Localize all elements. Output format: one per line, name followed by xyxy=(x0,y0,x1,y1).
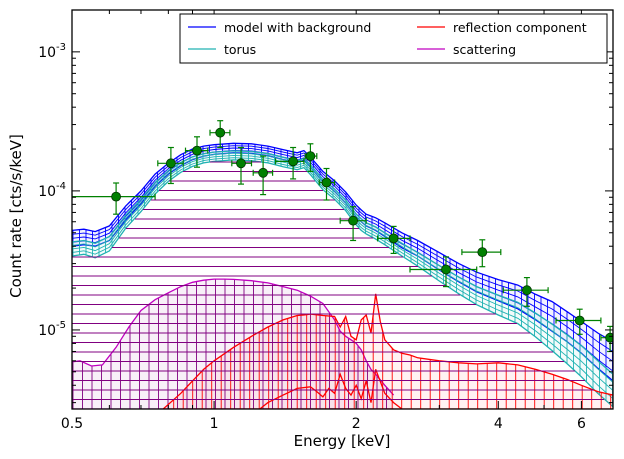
data-marker xyxy=(441,264,451,275)
data-marker xyxy=(236,158,246,169)
y-tick-label: 10-4 xyxy=(38,181,66,200)
data-point xyxy=(555,308,602,335)
reflection-component-lower-curve-series xyxy=(259,369,403,409)
data-point xyxy=(231,146,253,185)
data-point xyxy=(157,146,184,185)
scattering-hatch-grid xyxy=(72,161,604,400)
torus-hatch-horizontal xyxy=(72,157,613,400)
torus-series xyxy=(72,150,613,408)
data-points xyxy=(72,120,613,353)
data-point xyxy=(304,143,318,172)
x-tick-label: 6 xyxy=(577,416,586,432)
axis-tick-labels: 0.5 1 2 4 6 10-5 10-4 10-3 xyxy=(38,42,586,432)
legend-frame xyxy=(179,13,608,64)
data-marker xyxy=(321,177,332,188)
data-point xyxy=(502,277,549,307)
data-marker xyxy=(605,332,613,343)
data-marker xyxy=(165,158,176,169)
data-point xyxy=(184,136,209,168)
torus-lower-line xyxy=(72,159,613,408)
x-axis-label: Energy [keV] xyxy=(294,432,391,450)
data-point xyxy=(318,167,336,201)
data-marker xyxy=(477,247,488,258)
data-marker xyxy=(258,167,269,178)
legend: model with background reflection compone… xyxy=(179,13,608,64)
data-marker xyxy=(574,315,585,326)
data-marker xyxy=(305,151,316,162)
legend-label-reflection: reflection component xyxy=(453,20,587,35)
data-point xyxy=(409,256,478,288)
axis-ticks xyxy=(71,9,614,409)
reflection-component-lower-curve-line xyxy=(259,369,403,409)
model-with-background-band-fill xyxy=(72,143,613,381)
x-tick-label: 1 xyxy=(210,416,219,432)
data-point xyxy=(252,155,274,196)
torus-upper-line xyxy=(72,150,613,375)
scattering-band-fill xyxy=(72,279,394,409)
data-point xyxy=(377,225,411,254)
torus-hatch-horizontal xyxy=(72,152,613,383)
plot-frame xyxy=(71,9,614,410)
y-tick-label: 10-3 xyxy=(38,42,66,61)
torus-hatch-horizontal xyxy=(72,154,613,391)
data-marker xyxy=(288,156,299,167)
data-point xyxy=(72,182,156,215)
data-marker xyxy=(192,145,202,156)
y-axis-label: Count rate [cts/s/keV] xyxy=(7,134,25,298)
model-with-background-hatch-horizontal xyxy=(72,147,613,362)
legend-label-model: model with background xyxy=(224,20,371,35)
data-point xyxy=(275,146,305,180)
scattering-upper-line xyxy=(72,278,395,396)
x-tick-label: 4 xyxy=(494,416,503,432)
data-marker xyxy=(215,127,226,138)
data-marker xyxy=(111,191,121,202)
data-point xyxy=(339,206,367,242)
data-marker xyxy=(522,285,532,296)
model-bands xyxy=(72,142,613,409)
legend-label-scattering: scattering xyxy=(453,42,516,57)
data-marker xyxy=(388,233,399,244)
x-tick-label: 2 xyxy=(352,416,361,432)
data-marker xyxy=(348,215,359,226)
x-tick-label: 0.5 xyxy=(61,416,83,432)
data-point xyxy=(461,239,502,268)
legend-label-torus: torus xyxy=(224,42,256,57)
data-point xyxy=(209,120,231,149)
y-tick-label: 10-5 xyxy=(38,320,66,339)
